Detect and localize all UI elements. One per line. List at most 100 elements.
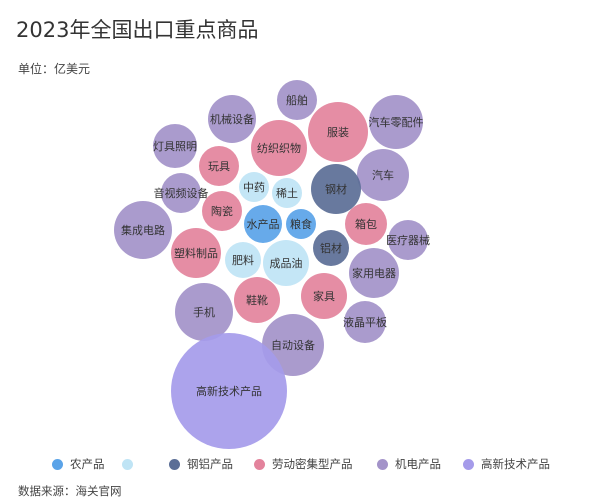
bubble-label: 家用电器 [352,266,396,280]
bubble-汽车零配件: 汽车零配件 [369,95,424,149]
chart-subtitle: 单位：亿美元 [18,62,91,76]
bubble-label: 汽车 [372,168,394,182]
bubble-label: 玩具 [208,160,230,173]
bubble-label: 灯具照明 [153,140,197,153]
bubble-液晶平板: 液晶平板 [343,301,387,343]
bubble-灯具照明: 灯具照明 [153,124,197,168]
bubble-家具: 家具 [301,273,347,319]
legend-swatch [122,458,133,470]
bubble-circle [357,149,409,201]
bubble-label: 高新技术产品 [196,384,262,398]
bubble-铝材: 铝材 [313,230,349,266]
legend: 农产品 钢铝产品 劳动密集型产品 机电产品 高新技术产品 [0,455,606,473]
bubble-机械设备: 机械设备 [208,95,256,143]
bubble-circle [369,95,423,149]
bubble-circle [244,205,282,243]
bubble-circle [263,240,309,286]
bubble-家用电器: 家用电器 [349,248,399,298]
legend-item[interactable]: 农产品 [52,455,105,473]
bubble-circle [239,172,269,202]
bubble-label: 钢材 [325,182,347,196]
bubble-circle [345,203,387,245]
legend-label: 农产品 [70,457,105,471]
bubble-label: 箱包 [355,217,377,231]
bubble-label: 音视频设备 [154,186,209,200]
bubble-label: 集成电路 [121,223,165,237]
bubble-circle [208,95,256,143]
bubble-circle [171,333,287,449]
bubble-circle [277,80,317,120]
legend-swatch [52,458,63,470]
bubble-手机: 手机 [175,283,233,341]
bubble-label: 鞋靴 [246,293,268,307]
bubble-label: 陶瓷 [211,204,233,218]
legend-label: 高新技术产品 [481,457,550,471]
bubble-label: 稀土 [276,187,298,200]
bubble-label: 中药 [243,181,265,194]
legend-item[interactable]: 劳动密集型产品 [254,455,353,473]
legend-item[interactable] [122,455,140,473]
bubble-纺织织物: 纺织织物 [251,120,307,176]
bubble-label: 铝材 [320,241,342,255]
bubble-肥料: 肥料 [225,242,261,278]
bubble-circle [234,277,280,323]
bubble-circle [344,301,386,343]
bubble-label: 家具 [313,289,335,303]
bubble-circle [349,248,399,298]
bubble-circle [161,173,201,213]
bubble-circle [301,273,347,319]
bubble-circle [272,178,302,208]
bubble-label: 机械设备 [210,112,254,126]
bubble-label: 水产品 [247,217,280,231]
bubble-集成电路: 集成电路 [114,201,172,259]
bubble-label: 服装 [327,126,349,139]
bubble-circle [175,283,233,341]
bubble-钢材: 钢材 [311,164,361,214]
legend-label: 劳动密集型产品 [272,457,353,471]
bubble-label: 纺织织物 [257,141,301,155]
bubble-label: 手机 [193,305,215,319]
bubble-水产品: 水产品 [244,205,282,243]
legend-label: 钢铝产品 [187,457,233,471]
bubble-label: 汽车零配件 [369,115,424,129]
bubble-label: 自动设备 [271,338,315,352]
bubble-中药: 中药 [239,172,269,202]
bubble-label: 粮食 [290,217,312,231]
bubble-circle [251,120,307,176]
bubble-circle [286,209,316,239]
bubble-医疗器械: 医疗器械 [386,220,430,260]
bubble-circle [308,102,368,162]
bubble-circle [171,228,221,278]
legend-label: 机电产品 [395,457,441,471]
bubble-label: 肥料 [232,253,254,267]
legend-item[interactable]: 机电产品 [377,455,441,473]
bubble-label: 塑料制品 [174,246,218,260]
bubble-箱包: 箱包 [345,203,387,245]
chart-title: 2023年全国出口重点商品 [16,18,259,42]
legend-item[interactable]: 高新技术产品 [463,455,550,473]
bubble-circle [225,242,261,278]
legend-item[interactable]: 钢铝产品 [169,455,233,473]
bubble-circle [388,220,428,260]
bubble-label: 液晶平板 [343,315,387,329]
bubble-船舶: 船舶 [277,80,317,120]
bubble-陶瓷: 陶瓷 [202,191,242,231]
bubble-玩具: 玩具 [199,146,239,186]
bubble-circle [202,191,242,231]
bubble-circle [153,124,197,168]
bubble-circle [114,201,172,259]
bubble-circle [313,230,349,266]
legend-swatch [463,458,474,470]
bubble-label: 船舶 [286,93,308,107]
legend-swatch [377,458,388,470]
legend-swatch [169,458,180,470]
bubble-circle [199,146,239,186]
bubble-成品油: 成品油 [263,240,309,286]
bubble-塑料制品: 塑料制品 [171,228,221,278]
bubble-label: 医疗器械 [386,233,430,247]
bubble-高新技术产品: 高新技术产品 [171,333,287,449]
bubble-鞋靴: 鞋靴 [234,277,280,323]
bubble-音视频设备: 音视频设备 [154,173,209,213]
